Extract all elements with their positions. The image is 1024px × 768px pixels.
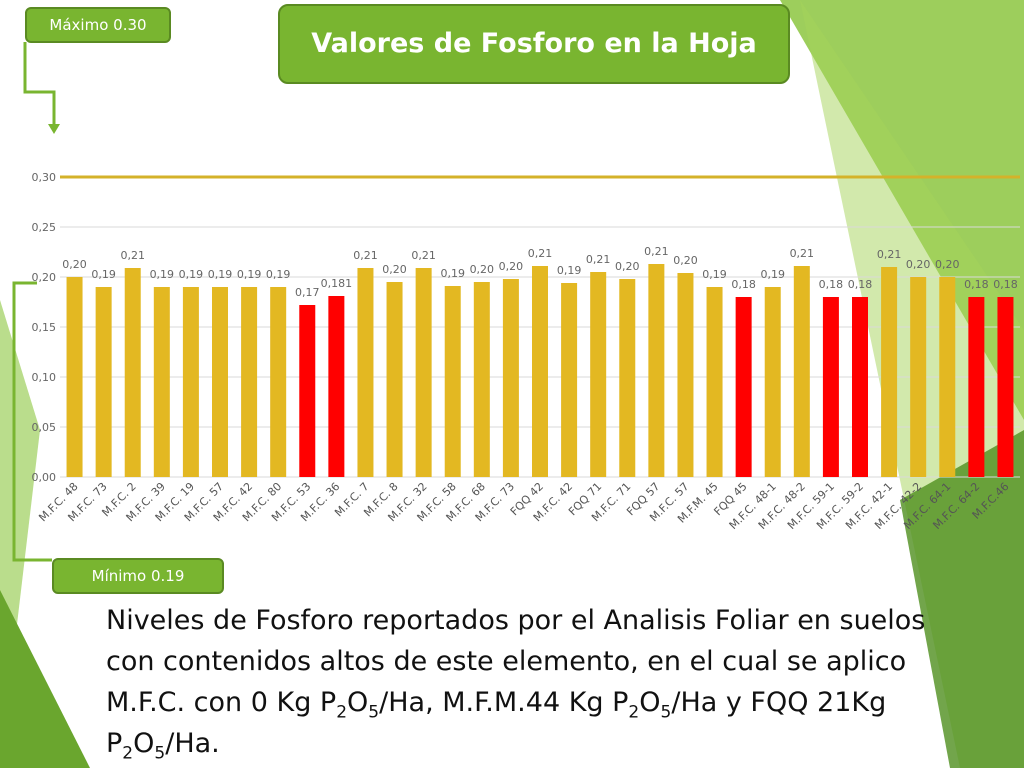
value-label: 0,21	[411, 249, 436, 262]
value-label: 0,20	[62, 258, 87, 271]
value-label: 0,19	[179, 268, 204, 281]
body-text: Niveles de Fosforo reportados por el Ana…	[106, 600, 966, 764]
value-label: 0,18	[819, 278, 844, 291]
bar	[561, 283, 578, 477]
bar	[124, 268, 141, 477]
bar	[648, 264, 665, 477]
bar	[677, 273, 694, 477]
value-label: 0,19	[91, 268, 116, 281]
bar	[910, 277, 927, 477]
value-label: 0,19	[702, 268, 727, 281]
y-tick-label: 0,25	[32, 221, 57, 234]
value-label: 0,18	[964, 278, 989, 291]
title: Valores de Fosforo en la Hoja	[278, 4, 790, 84]
bar	[532, 266, 548, 477]
y-tick-label: 0,00	[32, 471, 57, 484]
value-label: 0,18	[848, 278, 873, 291]
bar	[473, 282, 490, 477]
bar	[968, 297, 985, 477]
value-label: 0,20	[382, 263, 407, 276]
value-label: 0,19	[266, 268, 291, 281]
bar	[590, 272, 607, 477]
value-label: 0,20	[615, 260, 640, 273]
value-label: 0,17	[295, 286, 320, 299]
bar	[619, 279, 636, 477]
value-label: 0,21	[528, 247, 553, 260]
value-label: 0,21	[790, 247, 815, 260]
value-label: 0,19	[440, 267, 465, 280]
bar	[182, 287, 199, 477]
deco	[900, 430, 1024, 768]
bar	[212, 287, 228, 477]
bar	[66, 277, 83, 477]
value-label: 0,181	[321, 277, 353, 290]
text: 5	[154, 743, 166, 764]
value-label: 0,20	[935, 258, 960, 271]
bar	[997, 297, 1014, 477]
value-label: 0,21	[644, 245, 669, 258]
bar	[299, 305, 316, 477]
value-label: 0,18	[731, 278, 756, 291]
value-label: 0,20	[906, 258, 931, 271]
value-label: 0,21	[353, 249, 378, 262]
value-label: 0,20	[470, 263, 495, 276]
bar	[706, 287, 723, 477]
bar	[241, 287, 258, 477]
text: 5	[368, 702, 380, 723]
y-tick-label: 0,15	[32, 321, 57, 334]
max-note: Máximo 0.30	[25, 7, 171, 43]
bar	[153, 287, 170, 477]
value-label: 0,18	[993, 278, 1018, 291]
y-tick-label: 0,30	[32, 171, 57, 184]
bar	[939, 277, 956, 477]
min-note: Mínimo 0.19	[52, 558, 224, 594]
bar	[881, 267, 898, 477]
bar	[95, 287, 112, 477]
bar	[502, 279, 519, 477]
value-label: 0,21	[120, 249, 145, 262]
y-tick-label: 0,20	[32, 271, 57, 284]
connector	[23, 42, 56, 130]
value-label: 0,19	[557, 264, 582, 277]
bar	[270, 287, 287, 477]
text: O	[133, 728, 155, 759]
text: 2	[122, 743, 134, 764]
value-label: 0,19	[208, 268, 233, 281]
text: O	[639, 687, 661, 718]
value-label: 0,20	[673, 254, 698, 267]
text: 5	[660, 702, 672, 723]
bar	[328, 296, 345, 477]
value-label: 0,20	[499, 260, 524, 273]
value-label: 0,19	[237, 268, 262, 281]
text: /Ha.	[165, 728, 220, 759]
arrow	[48, 124, 60, 134]
value-label: 0,19	[150, 268, 175, 281]
value-label: 0,21	[586, 253, 611, 266]
text: 2	[628, 702, 640, 723]
deco	[0, 590, 90, 768]
value-label: 0,21	[877, 248, 902, 261]
bar	[822, 297, 839, 477]
text: O	[347, 687, 369, 718]
bar	[735, 297, 752, 477]
bar	[386, 282, 403, 477]
bar	[415, 268, 432, 477]
text: /Ha, M.F.M.44 Kg P	[379, 687, 629, 718]
text: 2	[336, 702, 348, 723]
value-label: 0,19	[760, 268, 785, 281]
bar	[764, 287, 781, 477]
bar	[357, 268, 374, 477]
text: Niveles de Fosforo reportados por el Ana…	[106, 605, 926, 718]
bar	[444, 286, 461, 477]
connector	[12, 281, 52, 562]
y-tick-label: 0,10	[32, 371, 57, 384]
bar	[793, 266, 810, 477]
y-tick-label: 0,05	[32, 421, 57, 434]
text: /Ha y FQQ 21Kg P	[106, 687, 887, 759]
bar	[852, 297, 868, 477]
